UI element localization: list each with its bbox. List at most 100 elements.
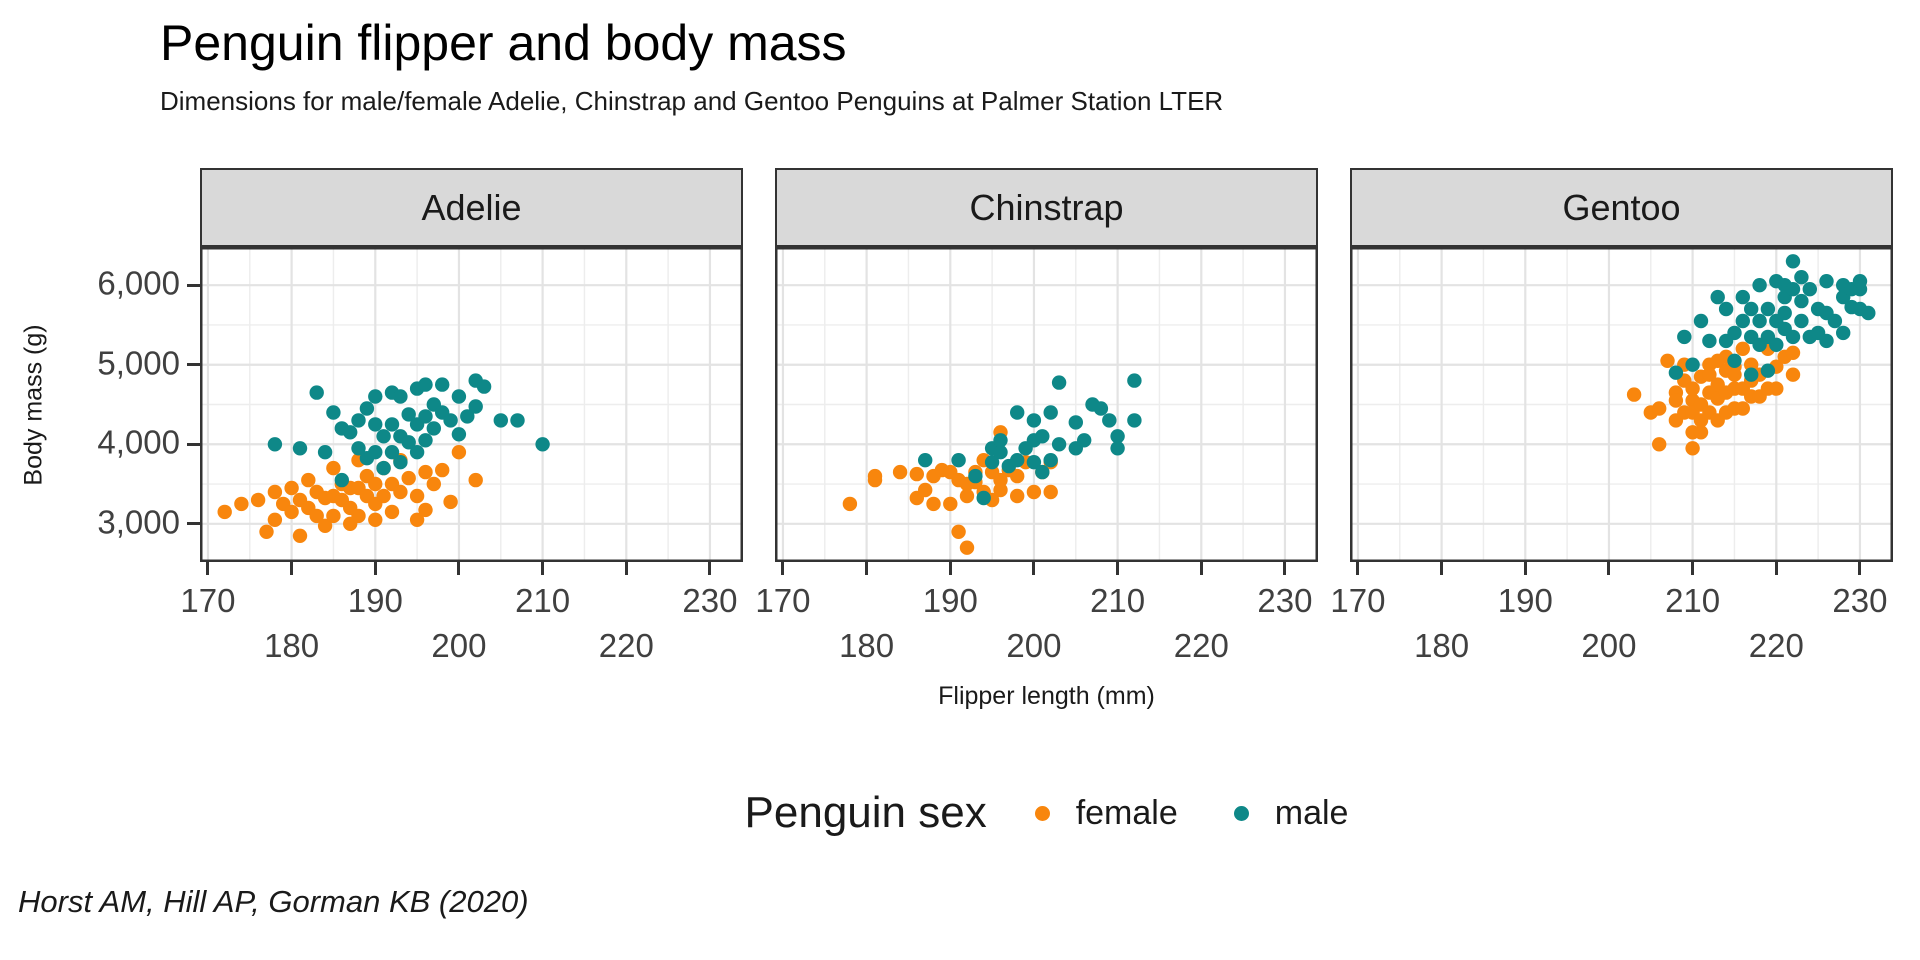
data-point-male xyxy=(1068,415,1083,430)
data-point-female xyxy=(867,472,883,488)
plot-subtitle: Dimensions for male/female Adelie, Chins… xyxy=(160,86,1224,116)
data-point-male xyxy=(1727,325,1742,341)
legend: Penguin sex female male xyxy=(200,788,1893,838)
data-point-male xyxy=(1035,464,1050,480)
data-point-male xyxy=(376,429,391,444)
data-point-female xyxy=(443,494,458,510)
data-point-male xyxy=(384,417,400,432)
data-point-male xyxy=(476,379,492,394)
data-point-female xyxy=(918,482,933,498)
data-point-male xyxy=(1785,329,1801,345)
facet-panel-gentoo xyxy=(1350,247,1893,562)
data-point-male xyxy=(1785,254,1801,269)
x-tick-mark xyxy=(1199,562,1203,575)
data-point-male xyxy=(1836,325,1851,341)
data-point-male xyxy=(443,413,458,428)
x-tick-label: 230 xyxy=(682,582,738,619)
data-point-male xyxy=(1043,453,1058,468)
data-point-female xyxy=(468,472,483,488)
male-point-icon xyxy=(1233,805,1249,821)
x-tick-mark xyxy=(1774,562,1778,575)
data-point-male xyxy=(1727,353,1742,368)
y-tick-label: 6,000 xyxy=(97,264,180,302)
data-point-female xyxy=(418,464,433,480)
data-point-male xyxy=(993,433,1008,448)
data-point-male xyxy=(1852,274,1868,289)
facet-strip-chinstrap: Chinstrap xyxy=(775,168,1318,247)
legend-label-female: female xyxy=(1075,793,1178,832)
x-tick-label: 220 xyxy=(598,627,654,664)
data-point-male xyxy=(968,468,983,484)
data-point-female xyxy=(435,462,450,478)
x-tick-label: 210 xyxy=(1665,582,1721,619)
data-point-female xyxy=(376,488,391,504)
x-tick-mark xyxy=(708,562,712,575)
data-point-female xyxy=(1010,468,1025,484)
data-point-female xyxy=(1043,484,1058,500)
data-point-male xyxy=(451,427,467,442)
facet-strip-label: Adelie xyxy=(421,186,522,228)
data-point-male xyxy=(1010,405,1025,420)
legend-label-male: male xyxy=(1274,793,1349,832)
x-tick-label: 200 xyxy=(431,627,487,664)
data-point-male xyxy=(418,409,433,424)
data-point-male xyxy=(1110,429,1125,444)
data-point-male xyxy=(1035,429,1050,444)
plot-caption: Horst AM, Hill AP, Gorman KB (2020) xyxy=(18,884,529,919)
data-point-male xyxy=(1102,413,1117,428)
data-point-female xyxy=(1685,381,1700,396)
data-point-female xyxy=(926,496,941,512)
data-point-male xyxy=(460,409,475,424)
data-point-male xyxy=(1744,301,1759,317)
data-point-male xyxy=(351,441,366,456)
data-point-female xyxy=(993,472,1008,488)
data-point-male xyxy=(1769,337,1784,352)
female-point-icon xyxy=(1034,805,1050,821)
facet-panel-adelie xyxy=(200,247,743,562)
data-point-female xyxy=(451,445,467,460)
data-point-male xyxy=(1077,433,1092,448)
data-point-female xyxy=(259,524,274,539)
x-tick-label: 210 xyxy=(1090,582,1146,619)
data-point-male xyxy=(1785,282,1801,297)
data-point-female xyxy=(418,502,433,518)
facet-strip-gentoo: Gentoo xyxy=(1350,168,1893,247)
data-point-male xyxy=(510,413,525,428)
data-point-female xyxy=(1685,441,1700,456)
data-point-female xyxy=(1660,353,1675,368)
facet-strip-adelie: Adelie xyxy=(200,168,743,247)
x-tick-mark xyxy=(1440,562,1444,575)
data-point-female xyxy=(1026,484,1042,500)
data-point-female xyxy=(1769,381,1784,396)
data-point-male xyxy=(343,425,358,440)
data-point-male xyxy=(1794,313,1809,329)
data-point-female xyxy=(842,496,858,512)
data-point-male xyxy=(317,445,333,460)
data-point-male xyxy=(418,433,433,448)
x-tick-label: 230 xyxy=(1257,582,1313,619)
x-tick-label: 200 xyxy=(1581,627,1637,664)
x-tick-mark xyxy=(948,562,952,575)
data-point-female xyxy=(326,460,341,476)
data-point-male xyxy=(451,389,467,404)
data-point-male xyxy=(1794,293,1809,309)
x-tick-mark xyxy=(206,562,210,575)
x-tick-mark xyxy=(1858,562,1862,575)
facet-adelie: Adelie 170 180 190 200 210 220 230 xyxy=(180,168,743,698)
data-point-male xyxy=(351,413,366,428)
data-point-male xyxy=(1760,363,1776,378)
data-point-female xyxy=(1693,425,1709,440)
data-point-female xyxy=(1668,393,1684,408)
x-tick-label: 180 xyxy=(264,627,320,664)
data-point-male xyxy=(1026,413,1042,428)
data-point-female xyxy=(892,464,908,480)
data-point-male xyxy=(1718,301,1734,317)
data-point-male xyxy=(1668,365,1684,380)
data-point-male xyxy=(1735,313,1750,329)
data-point-male xyxy=(1010,453,1025,468)
x-tick-mark xyxy=(624,562,628,575)
y-tick-label: 5,000 xyxy=(97,344,180,382)
data-point-female xyxy=(326,508,341,524)
x-tick-mark xyxy=(1691,562,1695,575)
data-point-female xyxy=(368,512,383,527)
